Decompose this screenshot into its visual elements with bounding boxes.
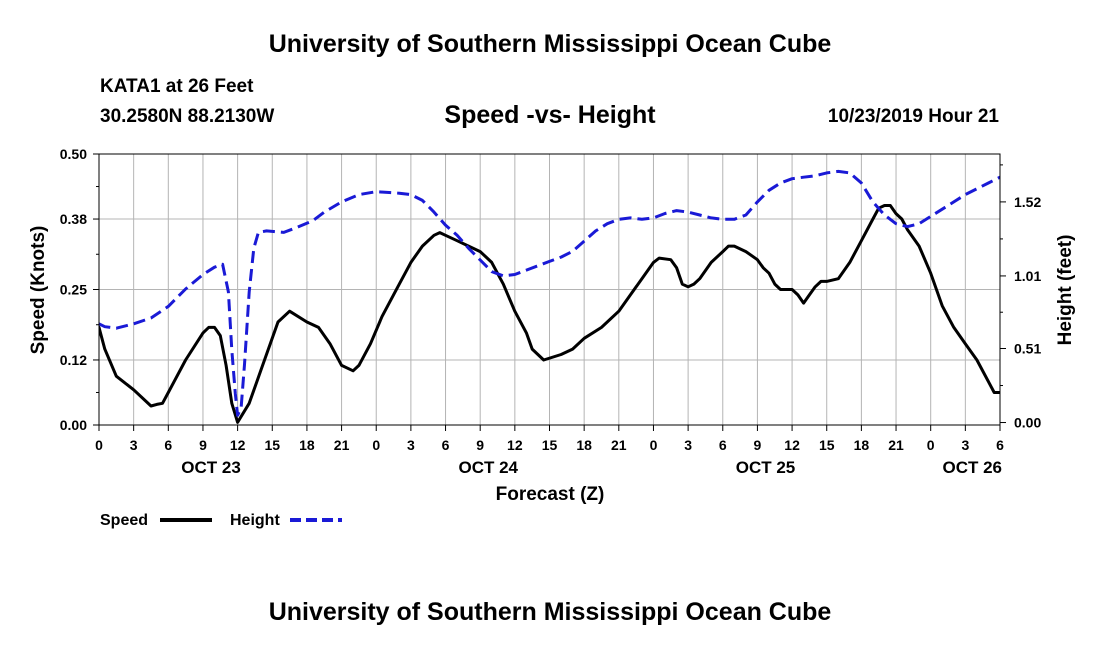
x-tick-label: 15 bbox=[819, 437, 835, 453]
y-tick-label: 0.25 bbox=[60, 282, 87, 298]
x-tick-label: 12 bbox=[784, 437, 800, 453]
y2-tick-label: 0.51 bbox=[1014, 341, 1041, 357]
height-series-line bbox=[99, 169, 1000, 417]
y-tick-label: 0.50 bbox=[60, 146, 87, 162]
x-tick-label: 9 bbox=[476, 437, 484, 453]
day-label: OCT 25 bbox=[736, 458, 796, 477]
x-tick-label: 18 bbox=[576, 437, 592, 453]
day-label: OCT 23 bbox=[181, 458, 241, 477]
y2-axis-title: Height (feet) bbox=[1055, 235, 1076, 346]
x-tick-label: 6 bbox=[719, 437, 727, 453]
x-tick-label: 3 bbox=[961, 437, 969, 453]
x-tick-label: 6 bbox=[442, 437, 450, 453]
y2-tick-label: 1.01 bbox=[1014, 268, 1041, 284]
x-tick-label: 0 bbox=[927, 437, 935, 453]
x-tick-label: 6 bbox=[996, 437, 1004, 453]
chart-subtitle: Speed -vs- Height bbox=[444, 101, 656, 129]
axes: 0.00 0.12 0.25 0.38 0.50 0.00 0.51 1.01 1.52 0 3 6 9… bbox=[60, 146, 1042, 477]
x-tick-label: 3 bbox=[130, 437, 138, 453]
x-tick-label: 0 bbox=[95, 437, 103, 453]
x-tick-label: 0 bbox=[650, 437, 658, 453]
y-axis-title: Speed (Knots) bbox=[28, 226, 49, 355]
x-tick-label: 3 bbox=[684, 437, 692, 453]
y-tick-label: 0.12 bbox=[60, 352, 87, 368]
x-tick-label: 15 bbox=[264, 437, 280, 453]
x-tick-label: 6 bbox=[164, 437, 172, 453]
x-tick-label: 0 bbox=[372, 437, 380, 453]
x-tick-label: 21 bbox=[334, 437, 350, 453]
y-tick-label: 0.38 bbox=[60, 211, 87, 227]
x-tick-label: 12 bbox=[507, 437, 523, 453]
day-label: OCT 26 bbox=[943, 458, 1003, 477]
x-tick-label: 18 bbox=[854, 437, 870, 453]
x-tick-label: 3 bbox=[407, 437, 415, 453]
y2-tick-label: 1.52 bbox=[1014, 194, 1041, 210]
grid bbox=[99, 154, 1000, 425]
x-tick-label: 15 bbox=[542, 437, 558, 453]
legend-speed-label: Speed bbox=[100, 512, 148, 529]
x-axis-title: Forecast (Z) bbox=[496, 484, 605, 505]
station-label: KATA1 at 26 Feet bbox=[100, 76, 254, 97]
station-coordinates: 30.2580N 88.2130W bbox=[100, 106, 275, 127]
x-tick-label: 9 bbox=[199, 437, 207, 453]
x-tick-label: 21 bbox=[611, 437, 627, 453]
y-tick-label: 0.00 bbox=[60, 417, 87, 433]
forecast-datetime: 10/23/2019 Hour 21 bbox=[827, 106, 999, 127]
legend-height-label: Height bbox=[230, 512, 280, 529]
x-tick-label: 12 bbox=[230, 437, 246, 453]
x-tick-label: 18 bbox=[299, 437, 315, 453]
chart-title-top: University of Southern Mississippi Ocean… bbox=[268, 30, 832, 58]
x-tick-label: 21 bbox=[888, 437, 904, 453]
speed-series-line bbox=[99, 204, 1000, 424]
day-label: OCT 24 bbox=[459, 458, 519, 477]
legend: Speed Height bbox=[100, 512, 342, 529]
chart-title-bottom: University of Southern Mississippi Ocean… bbox=[268, 598, 832, 626]
series-layer bbox=[99, 169, 1000, 424]
x-tick-label: 9 bbox=[754, 437, 762, 453]
y2-tick-label: 0.00 bbox=[1014, 415, 1041, 431]
